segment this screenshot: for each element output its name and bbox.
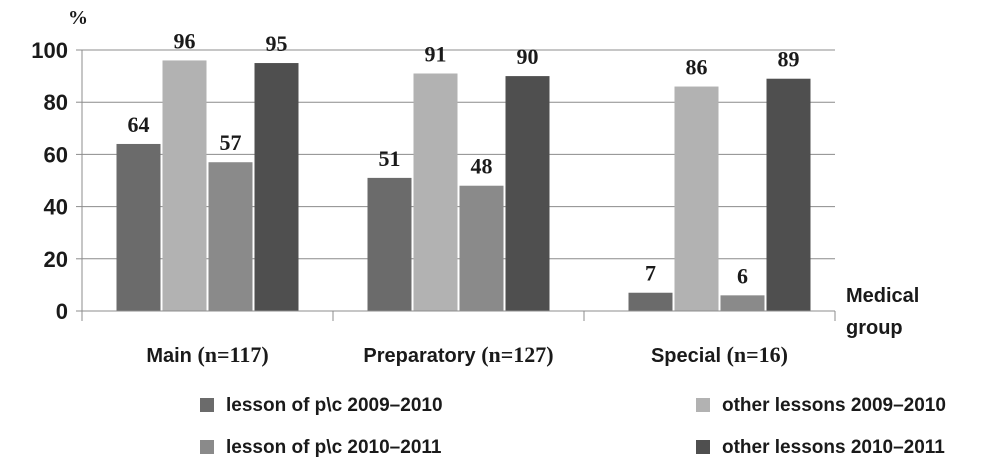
bar: [367, 177, 412, 311]
data-label: 48: [471, 154, 493, 179]
bar: [162, 60, 207, 311]
legend-label-4: other lessons 2010–2011: [722, 437, 945, 458]
bar: [628, 292, 673, 311]
data-label: 89: [778, 47, 800, 72]
bar: [254, 63, 299, 311]
y-tick-label: 0: [56, 299, 68, 324]
legend-item-3: lesson of p\c 2010–2011: [200, 437, 441, 459]
category-label: Special (n=16): [651, 342, 788, 367]
bar: [674, 86, 719, 311]
bar: [208, 162, 253, 311]
y-axis-unit: %: [68, 7, 88, 29]
data-label: 64: [128, 112, 150, 137]
bar: [459, 185, 504, 311]
bar-chart: 0 20 40 60 80 100% 64 96 57 95 Main (n=117) 51 91 48 9…: [31, 7, 836, 367]
legend-label-2: other lessons 2009–2010: [722, 395, 946, 416]
data-label: 86: [686, 55, 708, 80]
axes: [76, 49, 836, 321]
data-label: 96: [174, 28, 196, 53]
y-tick-label: 60: [44, 142, 68, 167]
data-label: 7: [645, 261, 656, 286]
y-tick-label: 20: [44, 247, 68, 272]
legend-swatch-4: [696, 440, 710, 454]
bar: [116, 143, 161, 311]
x-axis-title: Medical group: [846, 280, 956, 344]
data-label: 95: [266, 31, 288, 56]
category-label: Main (n=117): [146, 342, 268, 367]
bar: [720, 295, 765, 311]
y-tick-label: 100: [31, 38, 68, 63]
x-axis-title-text: Medical group: [846, 285, 920, 339]
legend-item-4: other lessons 2010–2011: [696, 437, 945, 459]
y-tick-label: 80: [44, 90, 68, 115]
legend-swatch-1: [200, 398, 214, 412]
legend-swatch-2: [696, 398, 710, 412]
legend-item-2: other lessons 2009–2010: [696, 395, 946, 417]
legend-label-3: lesson of p\c 2010–2011: [226, 437, 442, 458]
data-label: 90: [517, 44, 539, 69]
legend-label-1: lesson of p\c 2009–2010: [226, 395, 443, 416]
bar: [505, 76, 550, 311]
bars: [116, 60, 811, 312]
bar: [413, 73, 458, 312]
data-label: 51: [379, 146, 401, 171]
y-tick-label: 40: [44, 195, 68, 220]
data-label: 6: [737, 263, 748, 288]
category-label: Preparatory (n=127): [363, 342, 553, 367]
labels: 0 20 40 60 80 100% 64 96 57 95 Main (n=117) 51 91 48 9…: [31, 7, 799, 367]
data-label: 91: [425, 41, 447, 66]
bar: [766, 78, 811, 312]
legend-swatch-3: [200, 440, 214, 454]
legend-item-1: lesson of p\c 2009–2010: [200, 395, 443, 417]
data-label: 57: [220, 130, 242, 155]
